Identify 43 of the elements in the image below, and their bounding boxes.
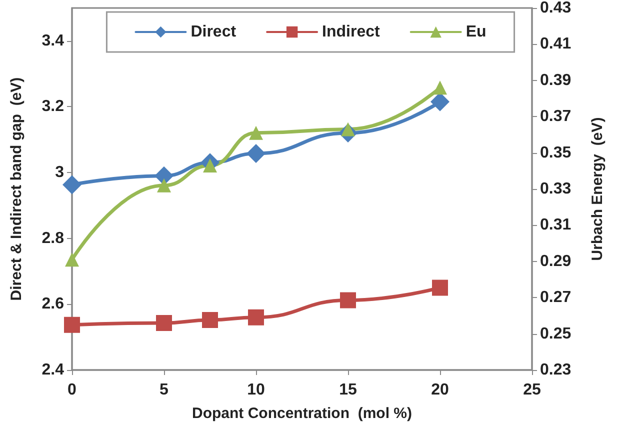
x-tick-label: 15 [339,382,357,398]
y-axis-title: Direct & Indirect band gap (eV) [8,77,25,301]
x-tick-label: 10 [247,382,265,398]
y2-tick-label: 0.37 [540,108,572,126]
x-tick-label: 25 [523,382,541,398]
legend-label: Indirect [322,24,381,40]
y2-tick-label: 0.41 [540,36,572,53]
y-tick-label: 2.4 [42,362,64,378]
y2-tick-label: 0.39 [540,72,572,89]
point [248,309,264,326]
y2-tick-label: 0.31 [540,216,572,234]
point [433,80,447,95]
y-tick-label: 3 [55,164,64,182]
y2-tick-label: 0.35 [540,144,572,162]
point [154,166,174,186]
point [203,158,217,172]
point [156,314,172,331]
y2-tick-label: 0.33 [540,180,572,198]
point [157,178,171,192]
y2-axis-title: Urbach Energy (eV) [589,117,606,261]
y2-tick-label: 0.25 [540,325,572,342]
point [246,144,266,163]
y-tick-label: 3.4 [42,32,64,50]
x-axis-title: Dopant Concentration (mol %) [192,405,412,422]
y2-tick-label: 0.27 [540,289,572,306]
point [65,252,79,267]
y-tick-label: 2.6 [42,296,64,313]
point [62,175,82,194]
point [340,292,356,308]
point [64,316,80,333]
point [202,312,218,328]
legend-label: Eu [466,24,486,40]
point [249,126,263,140]
x-tick-label: 5 [160,382,169,398]
legend-label: Direct [190,24,237,40]
y-tick-label: 2.8 [42,230,64,247]
y2-tick-label: 0.29 [540,252,572,270]
y-tick-label: 3.2 [42,98,64,116]
y2-tick-label: 0.43 [540,0,572,16]
y2-tick-label: 0.23 [540,362,572,378]
x-tick-label: 20 [431,382,449,398]
x-tick-label: 0 [68,382,77,398]
point [432,280,448,296]
